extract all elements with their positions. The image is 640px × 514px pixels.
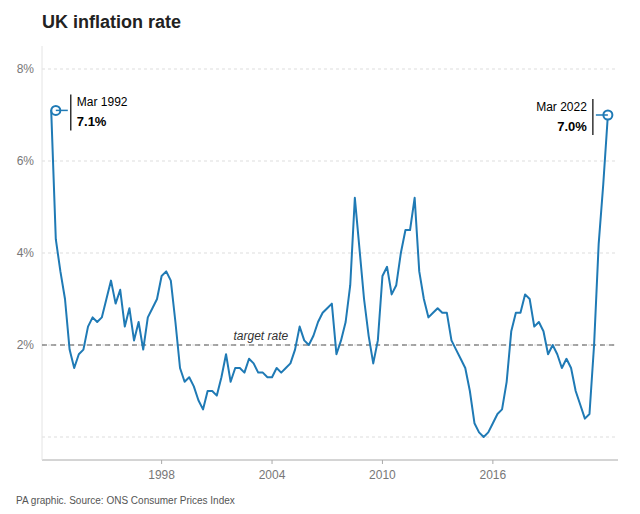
annotation-bracket: [592, 99, 593, 135]
annotation-value: 7.0%: [557, 119, 587, 134]
x-axis-line: [42, 460, 618, 461]
x-axis: 1998 2004 2010 2016: [148, 460, 506, 482]
grid-line: [42, 253, 618, 254]
x-tick-label: 2004: [259, 468, 286, 482]
y-tick-label: 4%: [17, 246, 35, 260]
x-tick: [272, 460, 273, 464]
x-tick: [161, 460, 162, 464]
x-tick-label: 1998: [148, 468, 175, 482]
target-line: [42, 344, 618, 345]
title: UK inflation rate: [42, 12, 181, 32]
annotations: Mar 1992 7.1% Mar 2022 7.0%: [56, 94, 608, 135]
grid-line: [42, 437, 618, 438]
annotation-label: Mar 1992: [77, 95, 128, 109]
annotation-value: 7.1%: [77, 114, 107, 129]
x-tick: [382, 460, 383, 464]
plot-area: [42, 106, 618, 437]
background: [0, 0, 640, 514]
target-label: target rate: [234, 329, 289, 343]
x-tick-label: 2010: [369, 468, 396, 482]
chart-container: UK inflation rate 2% 4% 6% 8% 1998 2004 2010 201…: [0, 0, 640, 514]
y-tick-label: 6%: [17, 154, 35, 168]
grid-line: [42, 345, 618, 346]
grid-line: [42, 161, 618, 162]
grid-line: [42, 69, 618, 70]
chart-svg: UK inflation rate 2% 4% 6% 8% 1998 2004 2010 201…: [0, 0, 640, 514]
annotation-bracket: [70, 94, 71, 130]
y-axis-line: [42, 46, 43, 460]
source: PA graphic. Source: ONS Consumer Prices …: [16, 495, 235, 506]
annotation-connector: [56, 110, 68, 112]
y-tick-label: 2%: [17, 338, 35, 352]
data-line: [51, 110, 608, 437]
y-tick-label: 8%: [17, 62, 35, 76]
x-tick-label: 2016: [480, 468, 507, 482]
x-tick: [492, 460, 493, 464]
annotation-label: Mar 2022: [536, 100, 587, 114]
y-grid: 2% 4% 6% 8%: [17, 62, 618, 437]
annotation-connector: [596, 114, 608, 116]
